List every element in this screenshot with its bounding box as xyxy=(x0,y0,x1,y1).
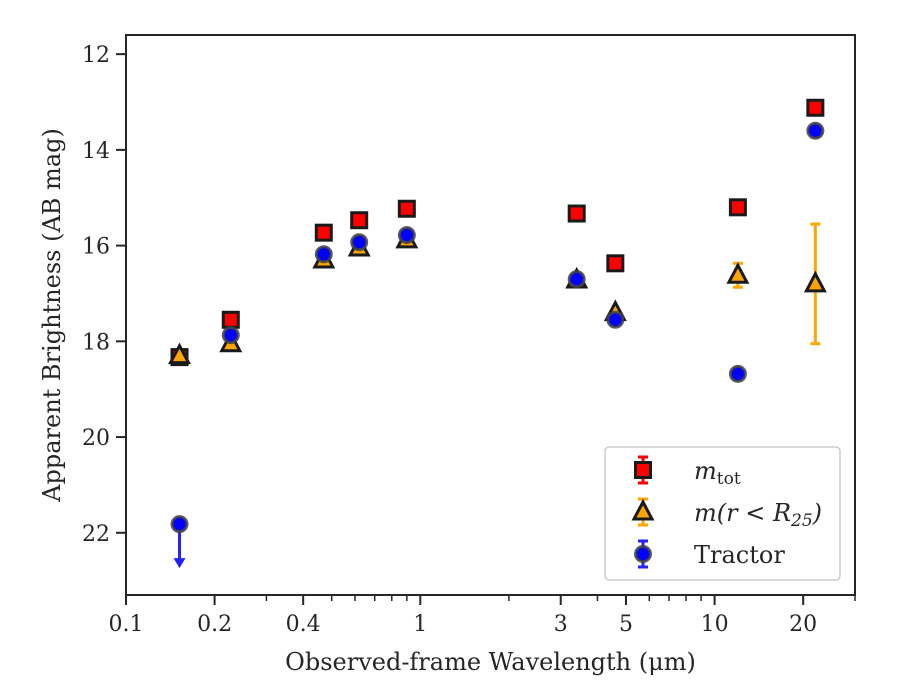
legend-label-main: m(r < R xyxy=(694,499,791,527)
legend-label-close: ) xyxy=(812,499,822,527)
data-point xyxy=(728,364,747,383)
y-tick-label: 14 xyxy=(82,139,110,164)
x-tick-label: 20 xyxy=(789,612,817,637)
y-axis-label: Apparent Brightness (AB mag) xyxy=(38,128,66,503)
data-point xyxy=(221,326,240,345)
series-circle xyxy=(170,121,825,569)
data-point xyxy=(350,233,369,252)
legend-label: m(r < R25) xyxy=(694,499,822,531)
data-point xyxy=(350,211,369,230)
plot-frame xyxy=(125,34,856,596)
y-tick-label: 22 xyxy=(82,522,110,547)
data-point xyxy=(221,310,240,329)
data-point xyxy=(168,342,192,365)
legend-label-subscript: tot xyxy=(717,469,741,489)
legend-label: mtot xyxy=(694,457,741,489)
x-tick-label: 10 xyxy=(701,612,729,637)
legend-entry: Tractor xyxy=(634,539,785,569)
x-tick-label: 0.4 xyxy=(286,612,321,637)
data-point xyxy=(314,223,333,242)
legend-marker xyxy=(631,498,655,521)
legend: mtot m(r < R25) Tractor xyxy=(604,446,841,581)
legend-marker xyxy=(634,461,652,479)
data-point xyxy=(170,515,189,534)
data-point xyxy=(606,310,625,329)
legend-label-subscript: 25 xyxy=(790,511,813,531)
x-tick-label: 1 xyxy=(413,612,427,637)
data-point xyxy=(728,198,747,217)
data-point xyxy=(806,98,825,117)
legend-entry: m(r < R25) xyxy=(631,497,822,531)
data-point xyxy=(806,121,825,140)
y-tick-label: 12 xyxy=(82,43,110,68)
series-square xyxy=(170,98,825,367)
data-point xyxy=(803,270,827,293)
data-marks xyxy=(168,98,827,569)
y-axis: 12 14 16 18 20 22 xyxy=(82,43,126,547)
data-point xyxy=(314,245,333,264)
x-axis-label: Observed-frame Wavelength (μm) xyxy=(285,648,696,676)
series-triangle xyxy=(168,222,827,365)
data-point xyxy=(397,226,416,245)
x-tick-label: 3 xyxy=(554,612,568,637)
upper-limit-arrowhead xyxy=(173,558,186,569)
data-point xyxy=(567,204,586,223)
data-point xyxy=(567,270,586,289)
x-tick-label: 0.1 xyxy=(109,612,144,637)
x-tick-label: 5 xyxy=(619,612,633,637)
x-axis: 0.1 0.2 0.4 1 3 5 10 20 xyxy=(109,595,856,637)
data-point xyxy=(606,254,625,273)
legend-box xyxy=(604,446,841,581)
legend-label-main: m xyxy=(694,457,717,485)
data-point xyxy=(726,262,750,284)
x-tick-label: 0.2 xyxy=(197,612,232,637)
y-tick-label: 16 xyxy=(82,235,110,260)
y-tick-label: 20 xyxy=(82,426,110,451)
legend-label: Tractor xyxy=(694,541,785,569)
legend-marker xyxy=(634,545,652,563)
y-tick-label: 18 xyxy=(82,330,110,355)
data-point xyxy=(397,199,416,218)
legend-entry: mtot xyxy=(634,455,741,489)
